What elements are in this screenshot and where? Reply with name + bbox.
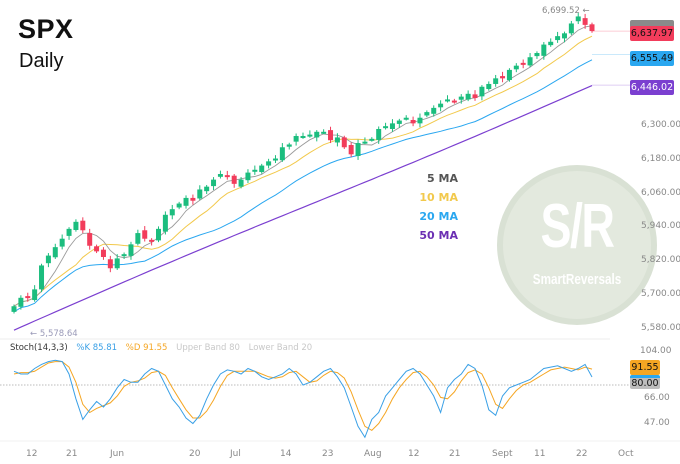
legend-ma50-label: 50 MA [419,229,458,242]
watermark-brand: SmartReversals [532,271,622,288]
watermark-mark: S/R [540,192,615,261]
time-tick: 20 [189,449,201,459]
ma5-badge-hidden [630,20,674,28]
legend-ma20-label: 20 MA [419,210,458,223]
chart-timeframe: Daily [19,50,64,72]
stoch-upper-band: Upper Band 80 [176,343,240,353]
stoch-legend: Stoch(14,3,3) %K 85.81 %D 91.55 Upper Ba… [10,343,318,353]
time-tick: 23 [322,449,334,459]
ma50-value: 6,446.02 [630,82,674,93]
stoch-band-badge: 80.00 [630,375,660,389]
price-tick: 5,820.00 [641,255,680,266]
stoch-tick-104: 104.00 [640,346,672,356]
stoch-band-badge-value: 80.00 [631,378,659,389]
stoch-lower-band: Lower Band 20 [248,343,313,353]
legend-ma5-label: 5 MA [427,172,458,185]
stoch-name: Stoch(14,3,3) [10,343,68,353]
price-tick: 5,940.00 [641,221,680,232]
ma50-price-badge: 6,446.02 [630,80,674,95]
time-tick: 14 [280,449,292,459]
time-tick: Aug [364,449,382,459]
last-price-value: 6,637.97 [630,28,674,39]
time-tick: Sept [492,449,513,459]
ma20-value: 6,555.49 [630,53,674,64]
price-tick: 6,180.00 [641,153,680,164]
time-tick: 12 [408,449,420,459]
legend-ma20: 20 MA [398,210,458,223]
time-tick: 11 [534,449,546,459]
stoch-k-value: %K 85.81 [76,343,118,353]
time-tick: Oct [618,449,634,459]
time-tick: 21 [66,449,78,459]
legend-ma5: 5 MA [398,172,458,185]
legend-ma10: 10 MA [398,191,458,204]
low-marker-label: ← 5,578.64 [30,329,78,339]
stoch-d-badge-value: 91.55 [631,362,659,373]
time-tick: Jul [230,449,241,459]
low-value: 5,578.64 [39,329,78,339]
stoch-tick-47: 47.00 [644,418,670,428]
stoch-d-value: %D 91.55 [125,343,168,353]
time-tick: 12 [26,449,38,459]
smartreversals-watermark: S/R SmartReversals [497,165,657,325]
last-price-badge: 6,637.97 [630,26,674,41]
chart-title: SPX [18,14,74,44]
stoch-d-badge: 91.55 [630,360,660,375]
price-tick: 6,060.00 [641,187,680,198]
high-value: 6,699.52 [542,6,580,16]
price-tick: 5,580.00 [641,322,680,333]
time-tick: 21 [449,449,461,459]
price-tick: 5,700.00 [641,288,680,299]
time-tick: 22 [576,449,588,459]
legend-ma10-label: 10 MA [419,191,458,204]
stoch-tick-66: 66.00 [644,393,670,403]
ma20-price-badge: 6,555.49 [630,51,674,66]
time-tick: Jun [110,449,125,459]
high-marker-label: 6,699.52 ← [542,6,590,16]
price-tick: 6,300.00 [641,120,680,131]
legend-ma50: 50 MA [398,229,458,242]
